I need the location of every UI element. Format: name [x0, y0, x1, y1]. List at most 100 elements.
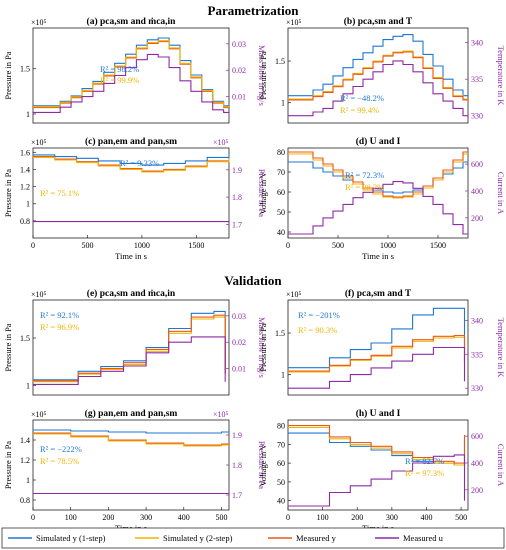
x-tick-label: 500	[455, 513, 467, 522]
y-axis-label: Pressure in Pa	[3, 51, 13, 99]
x-axis-label: Time in s	[362, 251, 394, 261]
y2-tick-label: 0.03	[232, 40, 246, 49]
y-axis-label: Pressure in Pa	[258, 323, 268, 371]
y2-tick-label: 0.01	[232, 365, 246, 374]
y2-tick-label: 0.02	[232, 338, 246, 347]
y-tick-label: 50	[277, 208, 285, 217]
y2-tick-label: 340	[471, 316, 483, 325]
series-line-sim1	[33, 310, 226, 381]
panel-title-a: (a) pca,sm and ṁca,in	[87, 16, 177, 27]
y2-tick-label: 0.01	[232, 93, 246, 102]
panel-title-d: (d) U and I	[356, 136, 401, 147]
y-tick-label: 70	[277, 168, 285, 177]
x-tick-label: 100	[65, 513, 77, 522]
series-line-meas	[288, 334, 466, 372]
y-tick-label: 1.4	[20, 165, 30, 174]
x-tick-label: 500	[332, 241, 344, 250]
y2-tick-label: 330	[471, 112, 483, 121]
section-title-validation: Validation	[224, 273, 282, 288]
section-title-parametrization: Parametrization	[208, 3, 300, 18]
y2-exponent-c: ×10⁵	[213, 138, 229, 147]
y2-exponent-g: ×10⁵	[213, 410, 229, 419]
r2-annotation-sim2: R² = 78.5%	[40, 456, 79, 466]
y2-tick-label: 1.8	[232, 461, 242, 470]
plot-frame-h	[287, 419, 469, 511]
panel-title-f: (f) pca,sm and T	[345, 288, 412, 299]
x-tick-label: 0	[31, 513, 35, 522]
series-line-sim2	[33, 156, 230, 173]
series-line-sim2	[288, 426, 466, 466]
y-exponent-e: ×10⁵	[31, 290, 47, 299]
legend-label-sim2: Simulated y (2-step)	[163, 533, 233, 543]
r2-annotation-sim2: R² = 99.9%	[100, 75, 139, 85]
y2-axis-label: Current in A	[496, 172, 506, 215]
y-tick-label: 1.5	[20, 65, 30, 74]
y2-tick-label: 1.9	[232, 166, 242, 175]
x-tick-label: 200	[351, 513, 363, 522]
series-line-input	[288, 181, 468, 235]
y2-tick-label: 1.7	[232, 220, 242, 229]
y2-tick-label: 0.02	[232, 66, 246, 75]
r2-annotation-sim2: R² = 96.9%	[40, 322, 79, 332]
legend-label-input: Measured u	[403, 533, 444, 543]
r2-annotation-sim2: R² = 99.4%	[340, 105, 379, 115]
y-exponent-c: ×10⁵	[31, 138, 47, 147]
y2-tick-label: 200	[471, 214, 483, 223]
y2-tick-label: 335	[471, 350, 483, 359]
x-tick-label: 1500	[188, 241, 204, 250]
legend-box	[1, 527, 505, 549]
y-tick-label: 40	[277, 228, 285, 237]
r2-annotation-sim1: R² = 82.7%	[405, 456, 444, 466]
y-axis-label: Pressure in Pa	[258, 51, 268, 99]
x-axis-label: Time in s	[115, 251, 147, 261]
y2-tick-label: 600	[471, 160, 483, 169]
series-line-meas	[288, 51, 468, 101]
y-axis-label: Pressure in Pa	[3, 441, 13, 489]
y-axis-label: Voltage in V	[258, 171, 268, 215]
panel-title-g: (g) pan,em and pan,sm	[85, 408, 178, 419]
series-line-meas	[288, 151, 468, 198]
chart-panel-g: (g) pan,em and pan,sm ×10⁵ ×10⁵ 0.8 1 1.2 1.4 1…	[3, 408, 267, 533]
y-tick-label: 1.4	[20, 436, 30, 445]
y2-axis-label: Temperature in K	[496, 318, 506, 379]
y2-tick-label: 1.8	[232, 193, 242, 202]
y-tick-label: 1.2	[20, 456, 30, 465]
plot-frame-e	[32, 299, 230, 396]
x-tick-label: 0	[286, 241, 290, 250]
x-tick-label: 0	[286, 513, 290, 522]
plot-frame-d	[287, 147, 469, 239]
y-exponent-f: ×10⁵	[286, 290, 302, 299]
plot-frame-b	[287, 27, 469, 124]
x-tick-label: 400	[420, 513, 432, 522]
x-tick-label: 1500	[430, 241, 446, 250]
series-line-sim1	[288, 307, 466, 369]
r2-annotation-sim1: R² = −222%	[40, 444, 82, 454]
x-tick-label: 300	[140, 513, 152, 522]
series-line-input	[33, 53, 229, 113]
series-line-meas	[288, 425, 466, 464]
series-line-sim1	[288, 34, 468, 97]
y-tick-label: 0.8	[20, 217, 30, 226]
series-line-input	[288, 454, 466, 507]
chart-panel-b: (b) pca,sm and T ×10⁵ 1 1.5 330 335 340 Pressur…	[258, 16, 506, 124]
x-tick-label: 400	[178, 513, 190, 522]
y2-axis-label: Pressure in Pa	[257, 441, 267, 489]
panel-title-e: (e) pca,sm and ṁca,in	[87, 288, 176, 299]
y-tick-label: 1	[281, 370, 285, 379]
series-line-input	[288, 346, 466, 389]
r2-annotation-sim1: R² = 98.2%	[100, 64, 139, 74]
y-tick-label: 1	[26, 382, 30, 391]
y2-tick-label: 335	[471, 75, 483, 84]
y-tick-label: 80	[277, 148, 285, 157]
r2-annotation-sim1: R² = −201%	[298, 310, 340, 320]
y2-tick-label: 400	[471, 459, 483, 468]
series-line-input	[288, 60, 469, 119]
x-tick-label: 1000	[134, 241, 150, 250]
chart-panel-a: (a) pca,sm and ṁca,in ×10⁵ 1 1.5 0.01 0.02 0.0…	[3, 16, 267, 124]
y2-tick-label: 400	[471, 187, 483, 196]
r2-annotation-sim1: R² = 72.3%	[345, 170, 384, 180]
y-tick-label: 1.5	[275, 57, 285, 66]
y2-axis-label: Current in A	[496, 444, 506, 487]
y-tick-label: 1.5	[20, 334, 30, 343]
